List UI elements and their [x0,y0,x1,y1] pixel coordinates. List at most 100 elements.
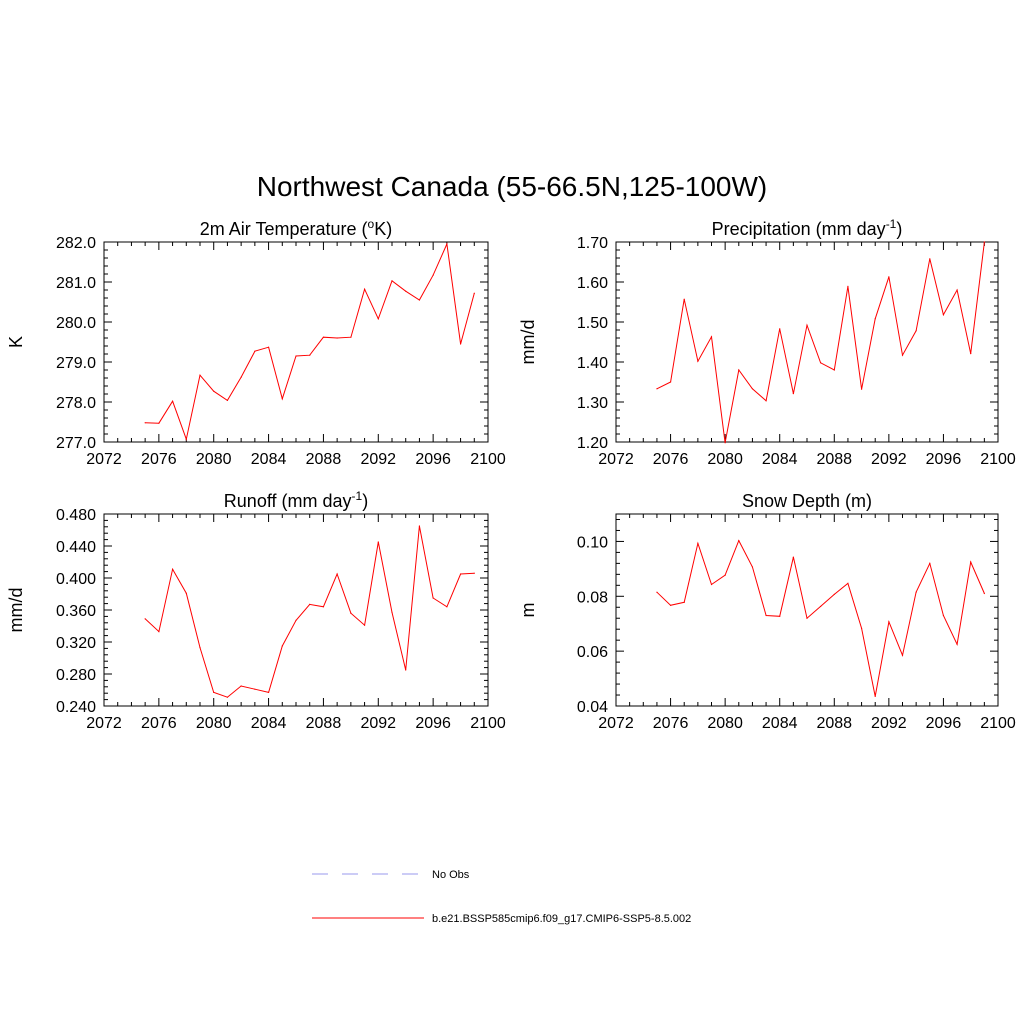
y-tick-label: 0.04 [577,699,608,716]
data-point [254,688,256,690]
plot-frame [103,241,489,443]
data-point [847,285,849,287]
data-point [226,399,229,401]
y-tick-label: 0.400 [56,571,96,588]
data-point [806,324,808,326]
data-point [738,540,740,542]
data-point [377,318,379,320]
y-tick-label: 1.60 [577,275,608,292]
y-tick-label: 0.06 [577,644,608,661]
data-point [418,525,421,527]
data-point [267,691,270,694]
panel-title: Snow Depth (m) [742,491,872,511]
series-line [656,539,985,697]
data-point [309,603,311,606]
data-point [724,574,726,576]
data-point [199,647,201,649]
y-tick-label: 0.10 [577,534,608,551]
data-point [983,241,985,243]
x-tick-label: 2076 [141,451,177,468]
data-point [350,336,352,338]
data-point [377,541,379,543]
data-point [158,422,160,424]
panel-title: 2m Air Temperature (oK) [200,217,392,239]
x-tick-label: 2088 [816,451,852,468]
data-point [874,318,876,320]
x-tick-label: 2072 [598,451,634,468]
x-tick-label: 2100 [470,451,506,468]
data-point [213,691,215,694]
data-point [779,615,781,617]
legend-label: No Obs [432,869,470,881]
data-point [792,393,794,395]
data-point [199,374,201,376]
y-tick-label: 0.360 [56,603,96,620]
y-tick-label: 1.50 [577,315,608,332]
data-point [929,258,931,260]
data-point [751,566,754,568]
panel-3: 2072 2076 2080 2084 2088 2092 2096 2100 0.240 0.2… [6,489,506,732]
x-tick-label: 2080 [196,451,232,468]
data-point [656,388,658,390]
data-point [970,561,972,563]
legend: No Obs b.e21.BSSP585cmip6.f09_g17.CMIP6-S… [312,869,691,925]
x-tick-label: 2100 [980,451,1016,468]
data-point [888,621,890,623]
data-point [765,614,767,617]
data-point [144,618,146,620]
x-tick-label: 2080 [707,451,743,468]
data-point [405,290,407,292]
data-point [185,438,187,440]
data-point [820,605,822,608]
data-point [254,350,256,352]
y-tick-label: 0.08 [577,589,608,606]
x-tick-label: 2084 [762,451,798,468]
x-tick-label: 2084 [762,715,798,732]
data-point [901,654,904,656]
data-point [956,643,958,645]
data-point [446,606,448,608]
data-point [860,388,863,390]
y-axis-label: mm/d [6,588,26,633]
y-tick-label: 281.0 [56,275,96,292]
data-point [942,314,945,316]
data-point [751,388,754,390]
data-point [295,355,297,357]
y-axis-label: K [6,336,26,348]
y-axis-label: mm/d [518,320,538,365]
data-point [888,276,890,278]
data-point [171,400,174,402]
x-tick-label: 2080 [707,715,743,732]
y-tick-label: 0.440 [56,539,96,556]
x-tick-label: 2092 [360,451,396,468]
data-point [806,617,808,619]
series-line [144,525,475,698]
y-tick-label: 1.40 [577,355,608,372]
y-tick-label: 1.20 [577,435,608,452]
data-point [697,360,699,362]
y-tick-label: 0.320 [56,635,96,652]
x-tick-label: 2088 [306,715,342,732]
data-point [669,381,672,383]
data-point [391,611,393,614]
y-tick-label: 1.70 [577,235,608,252]
plot-frame [103,513,489,707]
data-point [158,631,160,633]
data-point [336,337,338,339]
data-point [779,328,781,330]
series-line [656,241,985,443]
data-point [820,362,822,364]
panel-1: 2072 2076 2080 2084 2088 2092 2096 2100 277.0 278… [6,217,506,468]
data-point [860,627,863,629]
x-tick-label: 2084 [251,451,287,468]
data-point [240,685,242,687]
series-line [145,242,475,442]
x-tick-label: 2096 [926,715,962,732]
data-point [847,582,849,584]
x-tick-label: 2092 [360,715,396,732]
x-tick-label: 2084 [251,715,287,732]
data-point [418,299,421,301]
panel-title: Precipitation (mm day-1) [712,217,903,239]
